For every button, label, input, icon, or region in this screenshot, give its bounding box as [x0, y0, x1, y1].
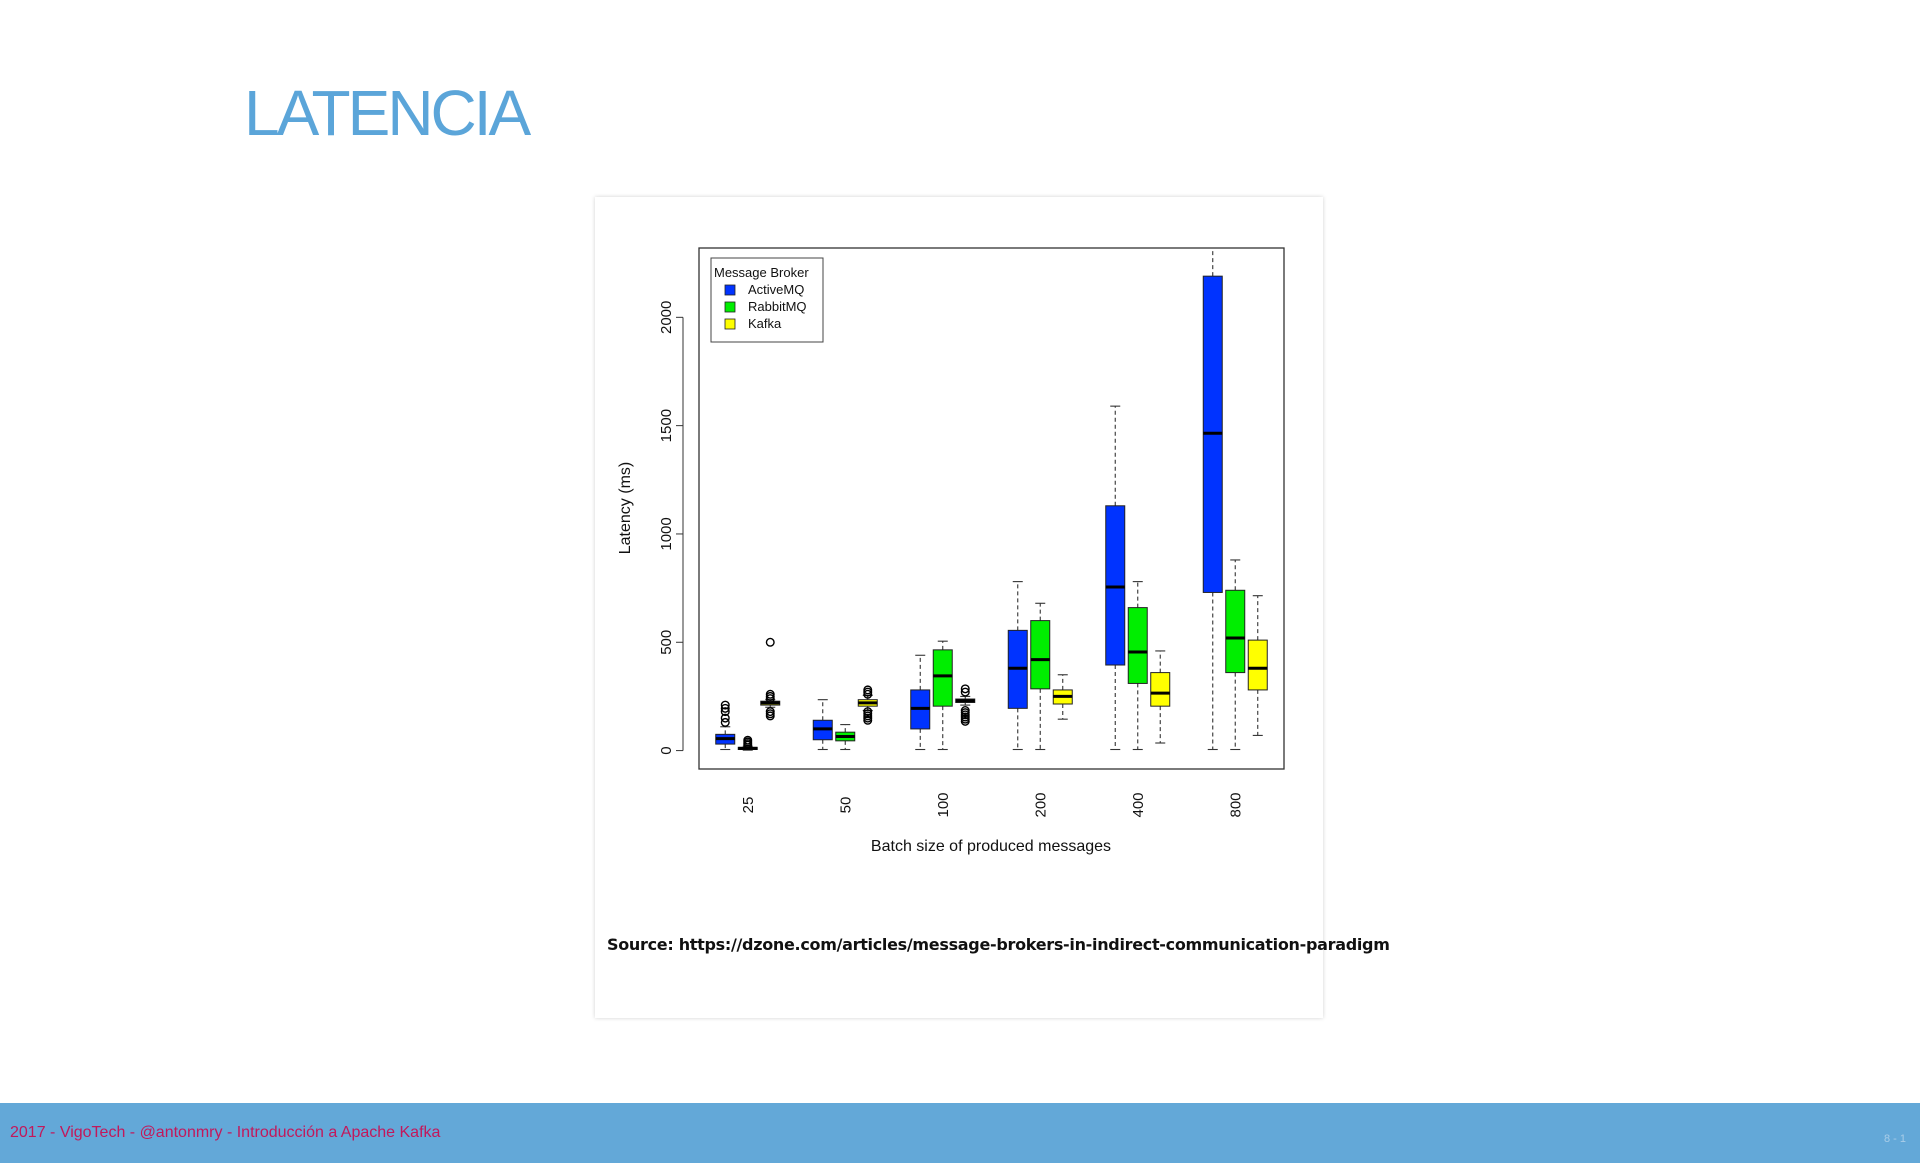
x-tick-label: 25 [740, 797, 757, 814]
legend-title: Message Broker [714, 265, 809, 280]
boxes [715, 248, 1268, 751]
y-tick-label: 1000 [658, 517, 675, 550]
footer-text: 2017 - VigoTech - @antonmry - Introducci… [10, 1124, 441, 1141]
legend-item-rabbitmq: RabbitMQ [724, 299, 807, 314]
outlier-point [743, 735, 753, 745]
outlier-point [720, 703, 730, 713]
outlier-point [720, 700, 730, 710]
x-tick-label: 800 [1227, 792, 1244, 817]
outlier-point [765, 637, 775, 647]
box-iqr [1127, 607, 1148, 684]
y-tick-label: 1500 [658, 409, 675, 442]
y-tick-label: 2000 [658, 301, 675, 334]
outlier-point [863, 685, 873, 695]
box-iqr [932, 649, 953, 707]
outlier-point [960, 706, 970, 716]
y-tick-label: 0 [658, 746, 675, 754]
x-tick-label: 50 [837, 797, 854, 814]
outlier-point [720, 717, 730, 727]
x-axis: 25 50 100 200 400 800 [740, 792, 1245, 817]
outlier-point [720, 713, 730, 723]
legend-item-activemq: ActiveMQ [724, 282, 804, 297]
box-kafka-50 [857, 685, 878, 725]
boxplot-chart: 0 500 1000 1500 2000 25 50 100 200 400 800 Latenc… [617, 247, 1285, 855]
box-activemq-200 [1007, 581, 1028, 751]
box-kafka-100 [955, 684, 976, 726]
outlier-point [960, 684, 970, 694]
box-iqr [1225, 589, 1246, 674]
legend-label: Kafka [748, 316, 782, 331]
box-kafka-800 [1247, 595, 1268, 736]
plot-frame [698, 247, 1285, 770]
box-rabbitmq-400 [1127, 581, 1148, 751]
box-activemq-25 [715, 700, 736, 751]
legend: Message Broker ActiveMQ RabbitMQ Kafka [710, 257, 824, 343]
box-iqr [1105, 505, 1126, 666]
box-iqr [1247, 639, 1268, 691]
slide-title: LATENCIA [244, 77, 531, 149]
box-iqr [1150, 672, 1171, 707]
outlier-point [863, 707, 873, 717]
y-tick-label: 500 [658, 630, 675, 655]
x-tick-label: 400 [1130, 792, 1147, 817]
box-activemq-100 [910, 654, 931, 751]
legend-swatch [724, 284, 736, 296]
legend-swatch [724, 318, 736, 330]
box-rabbitmq-200 [1030, 602, 1051, 751]
y-axis-label: Latency (ms) [617, 462, 634, 554]
legend-label: ActiveMQ [748, 282, 804, 297]
outlier-point [720, 707, 730, 717]
x-tick-label: 100 [935, 792, 952, 817]
outlier-point [960, 687, 970, 697]
page-number: 8 - 1 [1883, 1133, 1906, 1145]
box-kafka-25 [760, 637, 781, 721]
x-tick-label: 200 [1032, 792, 1049, 817]
box-activemq-50 [812, 699, 833, 751]
legend-swatch [724, 301, 736, 313]
box-rabbitmq-100 [932, 640, 953, 751]
x-axis-label: Batch size of produced messages [871, 838, 1111, 855]
legend-label: RabbitMQ [748, 299, 807, 314]
outlier-point [765, 689, 775, 699]
y-axis: 0 500 1000 1500 2000 [658, 301, 684, 755]
box-rabbitmq-25 [737, 735, 758, 751]
box-activemq-800 [1202, 248, 1223, 751]
box-kafka-200 [1052, 674, 1073, 720]
box-iqr [1030, 620, 1051, 690]
chart-figure: 0 500 1000 1500 2000 25 50 100 200 400 800 Latenc… [595, 197, 1390, 1018]
legend-item-kafka: Kafka [724, 316, 782, 331]
box-rabbitmq-800 [1225, 559, 1246, 751]
box-rabbitmq-50 [835, 724, 856, 751]
source-citation: Source: https://dzone.com/articles/messa… [607, 935, 1390, 954]
box-kafka-400 [1150, 650, 1171, 744]
box-activemq-400 [1105, 405, 1126, 751]
outlier-point [765, 707, 775, 717]
footer-bar: 2017 - VigoTech - @antonmry - Introducci… [0, 1103, 1920, 1163]
